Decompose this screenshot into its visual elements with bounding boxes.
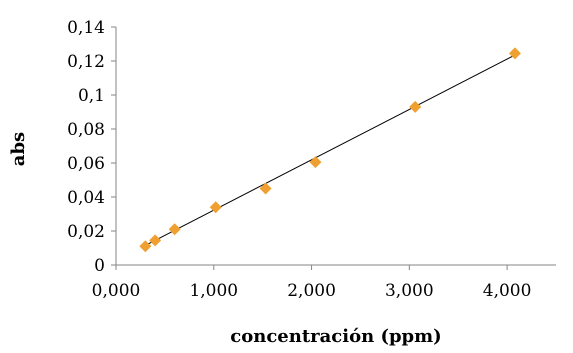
- x-tick-label: 4,000: [483, 281, 532, 301]
- data-point: [139, 240, 152, 253]
- x-tick-label: 3,000: [385, 281, 434, 301]
- x-tick-label: 0,000: [92, 281, 141, 301]
- x-ticks: 0,000 1,000 2,000 3,000 4,000: [92, 265, 532, 301]
- axes: [115, 27, 556, 266]
- data-point: [259, 182, 272, 195]
- x-axis-title: concentración (ppm): [230, 326, 441, 347]
- data-point: [209, 201, 222, 214]
- y-tick-label: 0,1: [78, 86, 105, 106]
- y-tick-label: 0,12: [67, 52, 105, 72]
- y-tick-label: 0,08: [67, 120, 105, 140]
- y-tick-label: 0: [94, 256, 105, 276]
- x-tick-label: 1,000: [189, 281, 238, 301]
- data-point: [309, 156, 322, 169]
- y-tick-label: 0,14: [67, 18, 105, 38]
- trendline-layer: [145, 54, 516, 246]
- data-point: [508, 47, 521, 60]
- data-point: [149, 234, 162, 247]
- trendline: [145, 54, 516, 246]
- y-axis-title: abs: [8, 132, 29, 166]
- y-tick-label: 0,06: [67, 154, 105, 174]
- y-tick-label: 0,02: [67, 222, 105, 242]
- points-layer: [139, 47, 521, 253]
- y-ticks: 0 0,02 0,04 0,06 0,08 0,1 0,12 0,14: [67, 18, 116, 276]
- data-point: [168, 223, 181, 236]
- data-point: [409, 100, 422, 113]
- y-tick-label: 0,04: [67, 188, 105, 208]
- x-tick-label: 2,000: [287, 281, 336, 301]
